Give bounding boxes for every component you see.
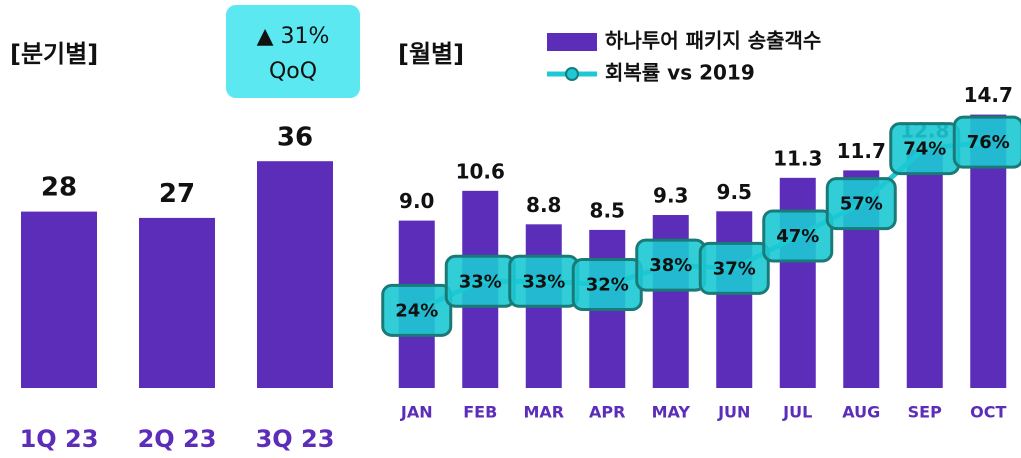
line-marker [825,177,897,231]
x-tick-label: MAY [652,403,691,422]
data-label: 8.5 [590,198,625,222]
data-label: 10.6 [456,159,505,183]
data-label: 47% [776,226,819,247]
x-tick-label: APR [589,403,625,422]
legend-swatch [565,67,579,81]
x-tick-label: 1Q 23 [20,425,99,453]
data-label: 33% [522,271,565,292]
x-tick-label: 2Q 23 [138,425,217,453]
badge-text: QoQ [269,59,317,84]
badge [226,5,360,98]
legend-swatch [547,33,597,51]
x-tick-label: AUG [842,403,880,422]
bar [257,161,333,388]
data-label: 74% [903,139,946,160]
legend-label: 하나투어 패키지 송출객수 [605,29,821,53]
data-label: 76% [967,132,1010,153]
data-label: 37% [713,258,756,279]
data-label: 28 [41,173,77,203]
bar [139,217,215,388]
line-marker [698,241,770,295]
data-label: 38% [649,255,692,276]
badge-text: ▲ 31% [257,24,330,49]
bar [716,211,753,388]
x-tick-label: JUL [782,403,812,422]
x-tick-label: SEP [908,403,942,422]
data-label: 24% [395,300,438,321]
bar [906,149,943,388]
legend-label: 회복률 vs 2019 [605,61,755,85]
x-tick-label: OCT [970,403,1006,422]
data-label: 9.0 [399,189,434,213]
data-label: 36 [277,122,313,152]
data-label: 57% [840,194,883,215]
x-tick-label: JAN [400,403,433,422]
line-marker [762,209,834,263]
x-tick-label: JUN [717,403,750,422]
chart-title: [월별] [398,40,464,68]
data-label: 11.3 [773,146,822,170]
x-tick-label: 3Q 23 [256,425,335,453]
data-label: 8.8 [526,193,561,217]
data-label: 9.3 [653,184,688,208]
chart-title: [분기별] [10,40,98,68]
data-label: 11.7 [837,139,886,163]
data-label: 9.5 [717,180,752,204]
bar [21,211,97,388]
data-label: 14.7 [964,83,1013,107]
bar [779,177,816,388]
x-tick-label: MAR [523,403,564,422]
line-marker [381,283,453,337]
line-marker [952,115,1021,169]
data-label: 27 [159,179,195,209]
data-label: 32% [586,274,629,295]
data-label: 33% [459,271,502,292]
x-tick-label: FEB [463,403,497,422]
